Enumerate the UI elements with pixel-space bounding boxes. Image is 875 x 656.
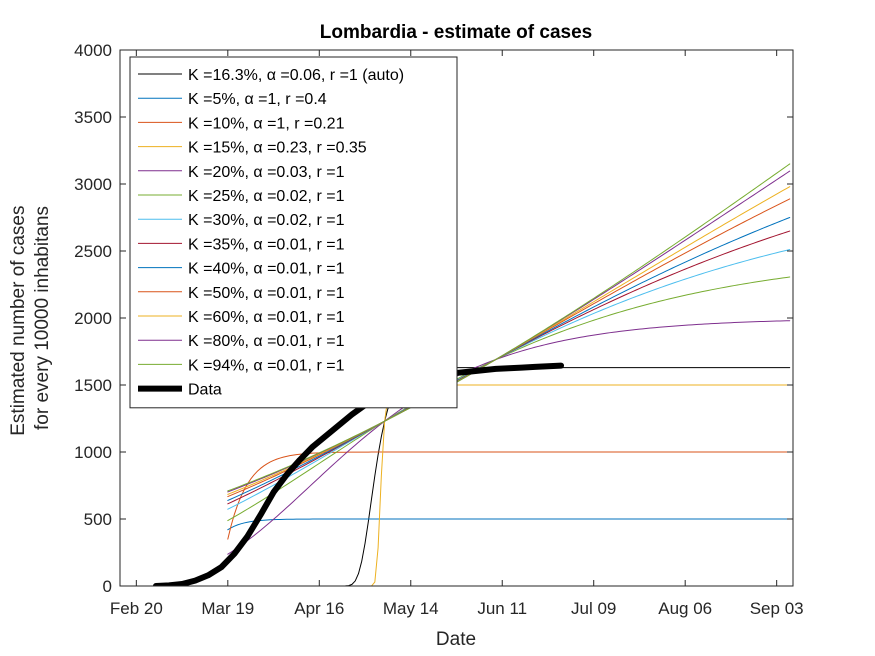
chart-title: Lombardia - estimate of cases	[320, 22, 592, 43]
x-axis-label: Date	[436, 629, 476, 650]
legend-entry-label: K =16.3%, α =0.06, r =1 (auto)	[188, 67, 404, 84]
legend-entry-label: K =40%, α =0.01, r =1	[188, 261, 345, 278]
y-tick-label: 2500	[74, 242, 112, 261]
x-axis: Feb 20 Mar 19 Apr 16 May 14 Jun 11 Jul 09 Aug …	[110, 50, 804, 618]
x-tick-label: Jul 09	[571, 599, 616, 618]
y-axis-label-line-2: for every 10000 inhabitans	[32, 206, 53, 430]
legend-entry-label: K =25%, α =0.02, r =1	[188, 188, 345, 205]
x-tick-label: Mar 19	[201, 599, 254, 618]
x-tick-label: Feb 20	[110, 599, 163, 618]
y-tick-label: 3000	[74, 175, 112, 194]
model-series-line	[227, 320, 791, 555]
legend-entry-label: K =50%, α =0.01, r =1	[188, 285, 345, 302]
legend-entry-label: K =30%, α =0.02, r =1	[188, 212, 345, 229]
x-tick-label: Sep 03	[750, 599, 804, 618]
y-axis-label: Estimated number of cases for every 1000…	[8, 200, 53, 436]
legend-entry-label: Data	[188, 382, 222, 399]
y-tick-label: 3500	[74, 108, 112, 127]
axes-box	[119, 49, 794, 587]
y-tick-label: 2000	[74, 309, 112, 328]
y-axis: 0 500 1000 1500 2000 2500 3000 3500 4000	[74, 41, 793, 596]
legend-entry-label: K =15%, α =0.23, r =0.35	[188, 140, 367, 157]
x-tick-label: Jun 11	[477, 599, 527, 618]
legend-entry-label: K =94%, α =0.01, r =1	[188, 357, 345, 374]
model-series-line	[227, 276, 791, 522]
plot-lines	[152, 163, 791, 586]
legend-entry-label: K =35%, α =0.01, r =1	[188, 236, 345, 253]
legend-entry-label: K =10%, α =1, r =0.21	[188, 115, 345, 132]
y-tick-label: 1000	[74, 443, 112, 462]
legend-entry-label: K =20%, α =0.03, r =1	[188, 164, 345, 181]
x-tick-label: May 14	[383, 599, 439, 618]
data-series-line	[152, 362, 565, 586]
legend-entry-label: K =60%, α =0.01, r =1	[188, 309, 345, 326]
y-tick-label: 1500	[74, 376, 112, 395]
x-tick-label: Apr 16	[294, 599, 344, 618]
legend-box	[129, 56, 458, 409]
y-tick-label: 4000	[74, 41, 112, 60]
y-tick-label: 500	[84, 510, 112, 529]
y-axis-label-line-1: Estimated number of cases	[8, 206, 29, 436]
model-series-line	[227, 518, 791, 531]
legend-entry-label: K =80%, α =0.01, r =1	[188, 333, 345, 350]
model-series-line	[227, 163, 791, 492]
x-tick-label: Aug 06	[658, 599, 712, 618]
y-tick-label: 0	[103, 577, 112, 596]
model-series-line	[227, 384, 791, 586]
legend-entry-label: K =5%, α =1, r =0.4	[188, 91, 327, 108]
legend: K =16.3%, α =0.06, r =1 (auto) K =5%, α =…	[129, 56, 458, 409]
